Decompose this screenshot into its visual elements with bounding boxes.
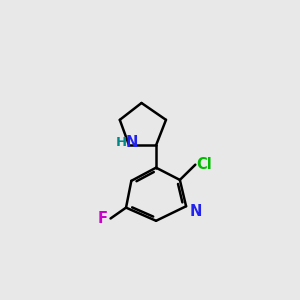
Text: F: F: [98, 211, 107, 226]
Text: Cl: Cl: [197, 157, 212, 172]
Text: N: N: [189, 204, 202, 219]
Text: H: H: [116, 136, 127, 149]
Text: N: N: [126, 136, 139, 151]
